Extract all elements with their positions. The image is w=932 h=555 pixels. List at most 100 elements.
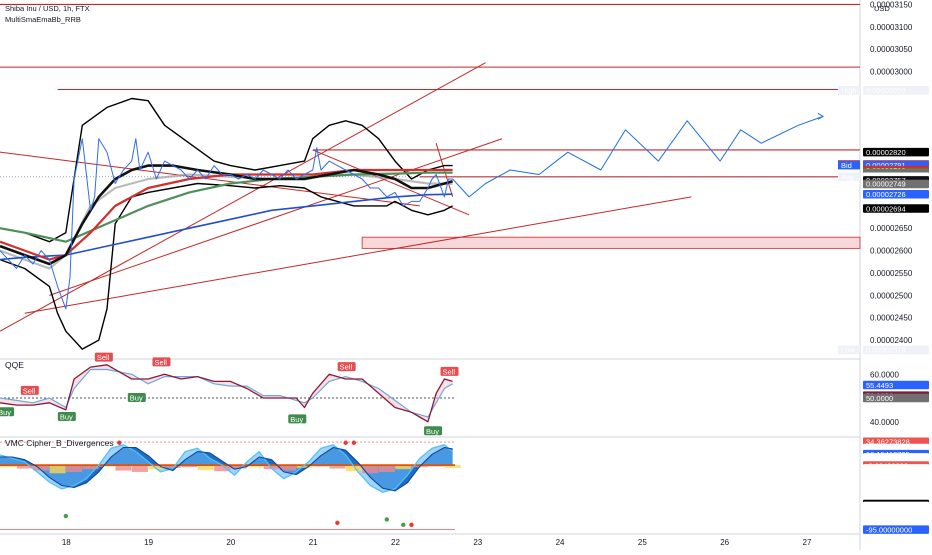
price-line (0, 138, 453, 310)
sell-signal-bg (152, 357, 171, 367)
trendline[interactable] (0, 62, 486, 332)
money-flow-bar (0, 465, 17, 468)
buy-signal-bg (127, 393, 146, 402)
time-tick-label: 22 (391, 538, 400, 547)
vmc-sell-dot (351, 440, 357, 445)
price-tag-bg (863, 179, 929, 189)
sell-signal-bg (20, 385, 39, 395)
time-tick-label: 23 (473, 538, 482, 547)
support-zone[interactable] (361, 236, 861, 249)
money-flow-bar (164, 465, 181, 468)
time-tick-label: 19 (144, 538, 153, 547)
main-price-tags: 0.00002958High0.000028200.00002793Ask0.0… (838, 86, 929, 355)
time-tick-label: 27 (803, 538, 812, 547)
vmc-sell-dot (335, 520, 340, 526)
vmc-tag: 11.45488829 (866, 453, 909, 462)
qqe-title: QQE (5, 360, 24, 370)
time-tick-label: 18 (62, 538, 71, 547)
money-flow-bar (395, 465, 412, 470)
money-flow-bar (230, 465, 247, 469)
vmc-sell-dot (409, 522, 414, 528)
side-label-bg (838, 86, 860, 95)
side-label-low: Low (841, 346, 855, 355)
bollinger-upper (0, 97, 453, 243)
money-flow-bar (296, 465, 313, 468)
vmc-buy-dot (63, 513, 69, 519)
projection-path[interactable] (452, 112, 824, 198)
vmc-pane: 53.0000000060.0000000022.3886299021.3886… (0, 437, 929, 534)
money-flow-bar (378, 465, 395, 472)
symbol-title: Shiba Inu / USD, 1h, FTX (5, 4, 90, 13)
price-tick-label: 0.00003050 (870, 45, 913, 54)
price-tick-label: 0.00002550 (870, 269, 913, 278)
vmc-tag: 25.36612795 (866, 444, 910, 453)
trendline[interactable] (49, 138, 503, 296)
price-tick-label: 0.00002650 (870, 224, 913, 233)
vmc-tag: -4.69921967 (866, 464, 908, 473)
money-flow-bar (263, 465, 280, 470)
qqe-tag: 55.4493 (866, 381, 893, 390)
qqe-tag: 50.0000 (866, 394, 893, 403)
sell-signal: Sell (154, 358, 167, 367)
money-flow-bar (16, 465, 33, 469)
trendlines[interactable] (0, 62, 692, 332)
side-label-bg (838, 172, 860, 181)
resistance-levels[interactable] (0, 3, 860, 178)
money-flow-bar (148, 465, 165, 470)
money-flow-bar (362, 465, 379, 474)
side-label-high: High (841, 86, 856, 95)
price-tick-label: 0.00002500 (870, 291, 913, 300)
price-tag: 0.00002726 (866, 190, 906, 199)
time-tick-label: 26 (720, 538, 729, 547)
main-price-axis[interactable]: 0.00003150 0.00003100 0.00003050 0.00003000… (870, 1, 913, 346)
trendline[interactable] (312, 149, 470, 216)
money-flow-bar (247, 465, 264, 468)
qqe-tag-bg (863, 393, 929, 403)
vmc-tag-bg (863, 525, 929, 534)
sell-signal-bg (94, 352, 113, 362)
trendline[interactable] (24, 196, 692, 314)
sell-signal-bg (440, 366, 459, 376)
time-tick-label: 20 (226, 538, 235, 547)
vmc-wt1-line (0, 444, 454, 493)
vmc-wave-area-light (0, 444, 453, 493)
price-tag-bg (863, 190, 929, 199)
qqe-slow-line (0, 364, 453, 423)
vmc-title: VMC Cipher_B_Divergences (5, 438, 114, 448)
qqe-tick-label: 40.0000 (870, 418, 899, 427)
vmc-wt2-line (0, 446, 453, 492)
money-flow-bar (214, 465, 231, 472)
trendline[interactable] (0, 151, 420, 207)
vmc-tag: 34.36273828 (866, 438, 910, 447)
buy-signal-bg (57, 412, 76, 421)
side-label-bg (838, 345, 860, 355)
support-zone-rect[interactable] (361, 236, 861, 249)
money-flow-bar (444, 465, 461, 468)
side-label-bid: Bid (841, 161, 852, 170)
qqe-pane: Buy Sell Buy Sell Buy Sell Buy Sell Buy Sell 60.00… (0, 352, 929, 436)
sell-signal: Sell (97, 353, 110, 362)
time-axis[interactable]: 18 19 20 21 22 23 24 25 26 27 (62, 538, 812, 547)
projection-line (452, 115, 824, 198)
sell-signal-bg (337, 362, 356, 372)
vmc-tag-bg (863, 464, 929, 473)
price-tag: 0.00002820 (866, 148, 906, 157)
price-tick-label: 0.00002450 (870, 314, 913, 323)
money-flow-bar (115, 465, 132, 471)
side-label-avg: Avg (841, 173, 854, 182)
ma-red (0, 168, 453, 261)
indicator-name: MultiSmaEmaBb_RRB (5, 15, 81, 24)
buy-signal: Buy (290, 415, 303, 424)
sell-signal: Sell (23, 386, 36, 395)
vmc-buy-dot (384, 517, 389, 522)
money-flow-bar (82, 465, 99, 470)
vmc-sell-dot (343, 440, 348, 445)
price-tag-bg (863, 345, 929, 355)
currency-label[interactable]: USD (874, 4, 890, 13)
price-tag-bg (863, 86, 929, 95)
vmc-sell-dot (117, 440, 122, 445)
vmc-buy-dot (401, 522, 406, 528)
money-flow-bar (66, 465, 83, 472)
